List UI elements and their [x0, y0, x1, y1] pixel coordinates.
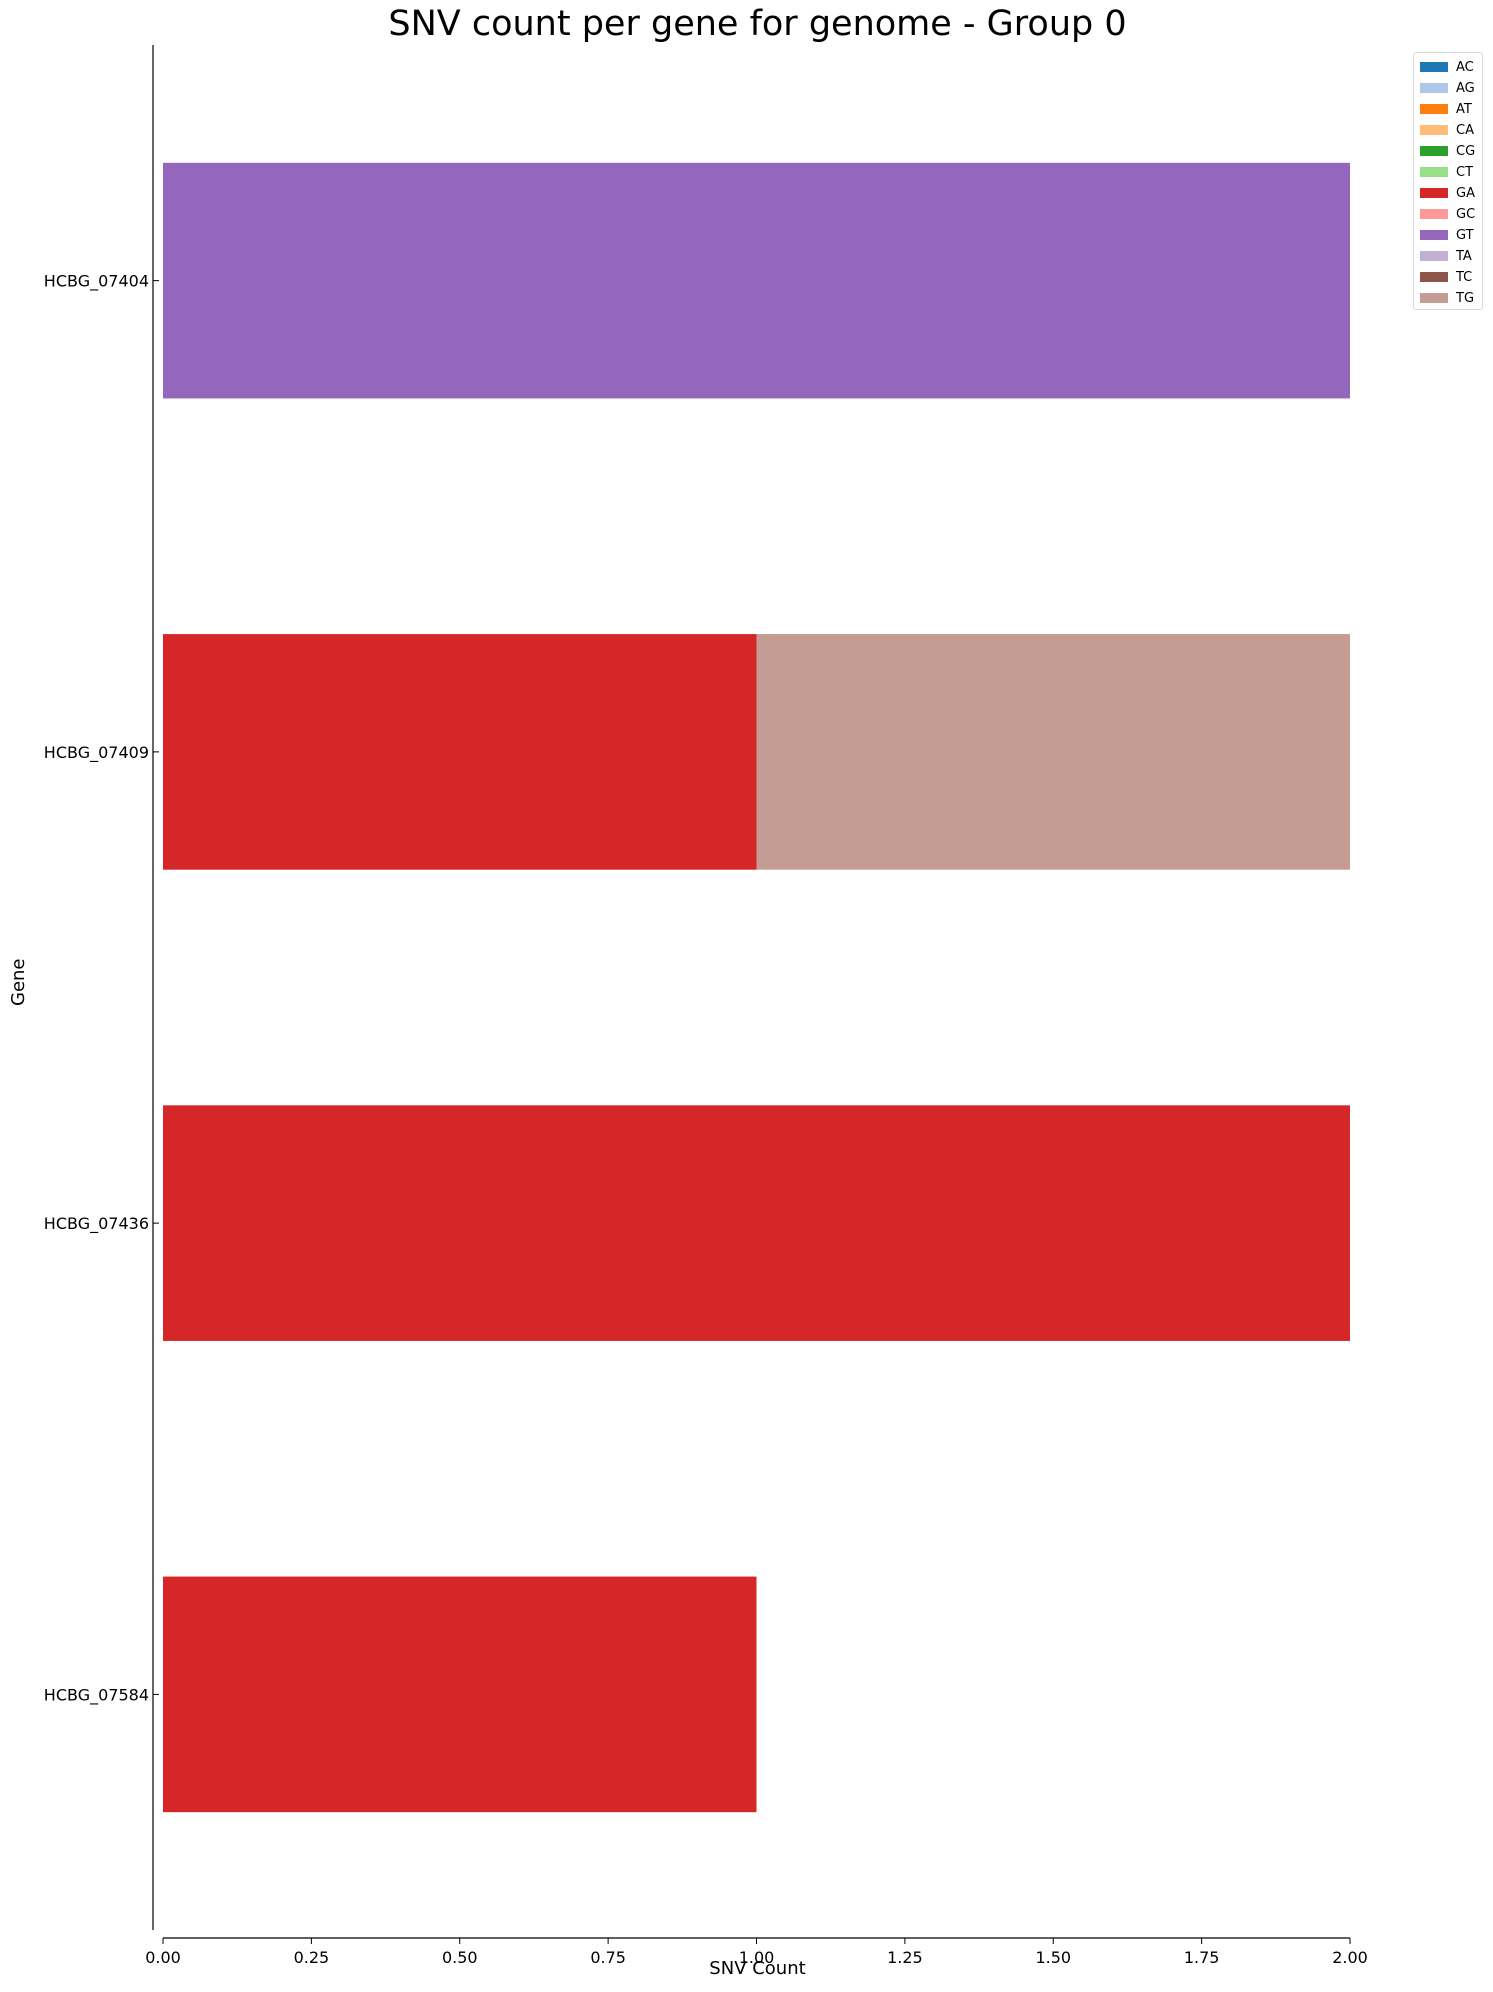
legend-item-TG: TG — [1420, 288, 1474, 308]
legend-item-AT: AT — [1420, 99, 1472, 119]
legend-label: CT — [1456, 164, 1474, 180]
x-tick-label: 1.00 — [739, 1948, 775, 1967]
bar-HCBG_07404-GT — [163, 162, 1350, 399]
x-tick-label: 0.00 — [145, 1948, 181, 1967]
x-tick-label: 1.50 — [1035, 1948, 1071, 1967]
legend-item-GT: GT — [1420, 225, 1474, 245]
x-axis-label: SNV Count — [709, 1958, 806, 1979]
legend-item-CT: CT — [1420, 162, 1473, 182]
legend-item-GC: GC — [1420, 204, 1475, 224]
legend-item-CA: CA — [1420, 120, 1474, 140]
y-tick-label: HCBG_07409 — [44, 743, 149, 763]
legend-swatch — [1420, 230, 1448, 240]
legend-swatch — [1420, 293, 1448, 303]
legend-label: TC — [1456, 269, 1473, 285]
legend-item-AG: AG — [1420, 78, 1475, 98]
legend-swatch — [1420, 146, 1448, 156]
legend-swatch — [1420, 104, 1448, 114]
x-tick-label: 2.00 — [1332, 1948, 1368, 1967]
legend-label: AC — [1456, 59, 1474, 75]
legend-item-CG: CG — [1420, 141, 1475, 161]
bar-HCBG_07584-GA — [163, 1576, 757, 1813]
y-tick-label: HCBG_07436 — [44, 1214, 149, 1234]
x-tick-label: 0.50 — [442, 1948, 478, 1967]
legend-label: CG — [1456, 143, 1476, 159]
legend-swatch — [1420, 62, 1448, 72]
legend-swatch — [1420, 272, 1448, 282]
legend-swatch — [1420, 83, 1448, 93]
legend-label: AG — [1456, 80, 1475, 96]
legend-swatch — [1420, 125, 1448, 135]
legend-label: GC — [1456, 206, 1476, 222]
legend-label: CA — [1456, 122, 1474, 138]
legend-item-TC: TC — [1420, 267, 1472, 287]
legend-label: GA — [1456, 185, 1475, 201]
legend-swatch — [1420, 167, 1448, 177]
bar-HCBG_07436-GA — [163, 1105, 1350, 1341]
legend-swatch — [1420, 188, 1448, 198]
x-tick-label: 1.25 — [887, 1948, 923, 1967]
legend-label: GT — [1456, 227, 1474, 243]
legend-label: TG — [1456, 290, 1475, 306]
legend-swatch — [1420, 209, 1448, 219]
legend-item-AC: AC — [1420, 57, 1474, 77]
legend: AC AG AT CA CG CT GA GC GT TA TC TG — [1413, 52, 1483, 310]
x-tick-label: 1.75 — [1184, 1948, 1220, 1967]
bar-HCBG_07409-TG — [756, 634, 1350, 870]
y-tick-label: HCBG_07404 — [44, 272, 149, 292]
legend-item-GA: GA — [1420, 183, 1475, 203]
legend-label: AT — [1456, 101, 1472, 117]
bar-HCBG_07409-GA — [163, 634, 757, 870]
chart-title: SNV count per gene for genome - Group 0 — [388, 4, 1127, 44]
x-tick-label: 0.25 — [294, 1948, 330, 1967]
legend-item-TA: TA — [1420, 246, 1472, 266]
legend-label: TA — [1456, 248, 1472, 264]
legend-swatch — [1420, 251, 1448, 261]
x-tick-label: 0.75 — [590, 1948, 626, 1967]
y-tick-label: HCBG_07584 — [44, 1685, 149, 1705]
